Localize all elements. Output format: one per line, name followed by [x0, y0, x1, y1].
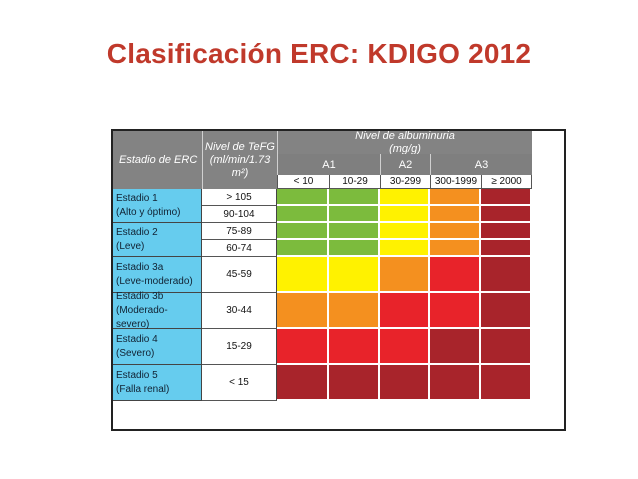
- gfr-cell: 75-89: [202, 223, 277, 240]
- gfr-header: Nivel de TeFG (ml/min/1.73 m²): [202, 131, 277, 189]
- risk-cell-red: [430, 293, 481, 329]
- gfr-cell: 60-74: [202, 240, 277, 257]
- stage-desc: (Alto y óptimo): [116, 206, 181, 218]
- risk-cell-yellow: [277, 257, 329, 293]
- kdigo-grid: Estadio de ERC Nivel de TeFG (ml/min/1.7…: [113, 129, 564, 429]
- gfr-cell: < 15: [202, 365, 277, 401]
- risk-cell-dark-red: [481, 329, 532, 365]
- risk-cell-green: [277, 206, 329, 223]
- stage-header: Estadio de ERC: [113, 131, 202, 189]
- stage-label: Estadio 3b (Moderado-severo): [113, 290, 202, 330]
- stage-name: Estadio 4: [116, 333, 158, 345]
- slide-title: Clasificación ERC: KDIGO 2012: [106, 38, 532, 69]
- risk-cell-dark-red: [430, 365, 481, 401]
- subcategory-cell: 300-1999: [430, 175, 481, 189]
- category-a1: A1: [277, 154, 380, 175]
- risk-cell-yellow: [329, 257, 380, 293]
- risk-cell-yellow: [380, 206, 430, 223]
- stage-label: Estadio 2 (Leve): [113, 223, 202, 257]
- subcategory-cell: 10-29: [329, 175, 380, 189]
- risk-cell-dark-red: [481, 223, 532, 240]
- risk-cell-orange: [430, 189, 481, 206]
- risk-cell-dark-red: [430, 329, 481, 365]
- risk-cell-orange: [430, 206, 481, 223]
- risk-cell-yellow: [380, 189, 430, 206]
- risk-cell-red: [329, 329, 380, 365]
- stage-label: Estadio 4 (Severo): [113, 329, 202, 365]
- stage-name: Estadio 3a: [116, 261, 164, 273]
- risk-cell-green: [277, 240, 329, 257]
- risk-cell-orange: [430, 223, 481, 240]
- stage-name: Estadio 2: [116, 226, 158, 238]
- risk-cell-orange: [329, 293, 380, 329]
- gfr-cell: 90-104: [202, 206, 277, 223]
- stage-name: Estadio 3b: [116, 290, 164, 302]
- risk-cell-yellow: [380, 240, 430, 257]
- risk-cell-red: [380, 329, 430, 365]
- albuminuria-header-line1: Nivel de albuminuria: [355, 129, 455, 142]
- risk-cell-red: [430, 257, 481, 293]
- subcategory-cell: 30-299: [380, 175, 430, 189]
- subcategory-cell: ≥ 2000: [481, 175, 532, 189]
- risk-cell-green: [277, 189, 329, 206]
- risk-cell-dark-red: [481, 189, 532, 206]
- risk-cell-green: [329, 206, 380, 223]
- risk-cell-orange: [380, 257, 430, 293]
- gfr-cell: 15-29: [202, 329, 277, 365]
- stage-label: Estadio 5 (Falla renal): [113, 365, 202, 401]
- risk-cell-dark-red: [481, 365, 532, 401]
- risk-cell-green: [277, 223, 329, 240]
- stage-desc: (Leve-moderado): [116, 275, 193, 287]
- risk-cell-green: [329, 223, 380, 240]
- albuminuria-header-line2: (mg/g): [389, 142, 421, 155]
- risk-cell-green: [329, 240, 380, 257]
- kdigo-table: Estadio de ERC Nivel de TeFG (ml/min/1.7…: [111, 129, 566, 431]
- stage-desc: (Leve): [116, 240, 145, 252]
- stage-desc: (Falla renal): [116, 383, 170, 395]
- risk-cell-dark-red: [380, 365, 430, 401]
- risk-cell-dark-red: [277, 365, 329, 401]
- stage-label: Estadio 1 (Alto y óptimo): [113, 189, 202, 223]
- risk-cell-dark-red: [329, 365, 380, 401]
- risk-cell-red: [277, 329, 329, 365]
- stage-label: Estadio 3a (Leve-moderado): [113, 257, 202, 293]
- gfr-cell: 45-59: [202, 257, 277, 293]
- risk-cell-green: [329, 189, 380, 206]
- gfr-cell: 30-44: [202, 293, 277, 329]
- subcategory-cell: < 10: [277, 175, 329, 189]
- stage-name: Estadio 1: [116, 192, 158, 204]
- risk-cell-dark-red: [481, 257, 532, 293]
- gfr-header-line2: (ml/min/1.73 m²): [209, 153, 271, 179]
- gfr-cell: > 105: [202, 189, 277, 206]
- risk-cell-dark-red: [481, 206, 532, 223]
- stage-name: Estadio 5: [116, 369, 158, 381]
- stage-desc: (Moderado-severo): [116, 304, 168, 330]
- risk-cell-yellow: [380, 223, 430, 240]
- risk-cell-dark-red: [481, 240, 532, 257]
- gfr-header-line1: Nivel de TeFG: [205, 140, 275, 153]
- category-a3: A3: [430, 154, 532, 175]
- risk-cell-orange: [277, 293, 329, 329]
- risk-cell-dark-red: [481, 293, 532, 329]
- albuminuria-header: Nivel de albuminuria (mg/g): [277, 129, 532, 155]
- risk-cell-orange: [430, 240, 481, 257]
- stage-desc: (Severo): [116, 347, 155, 359]
- risk-cell-red: [380, 293, 430, 329]
- category-a2: A2: [380, 154, 430, 175]
